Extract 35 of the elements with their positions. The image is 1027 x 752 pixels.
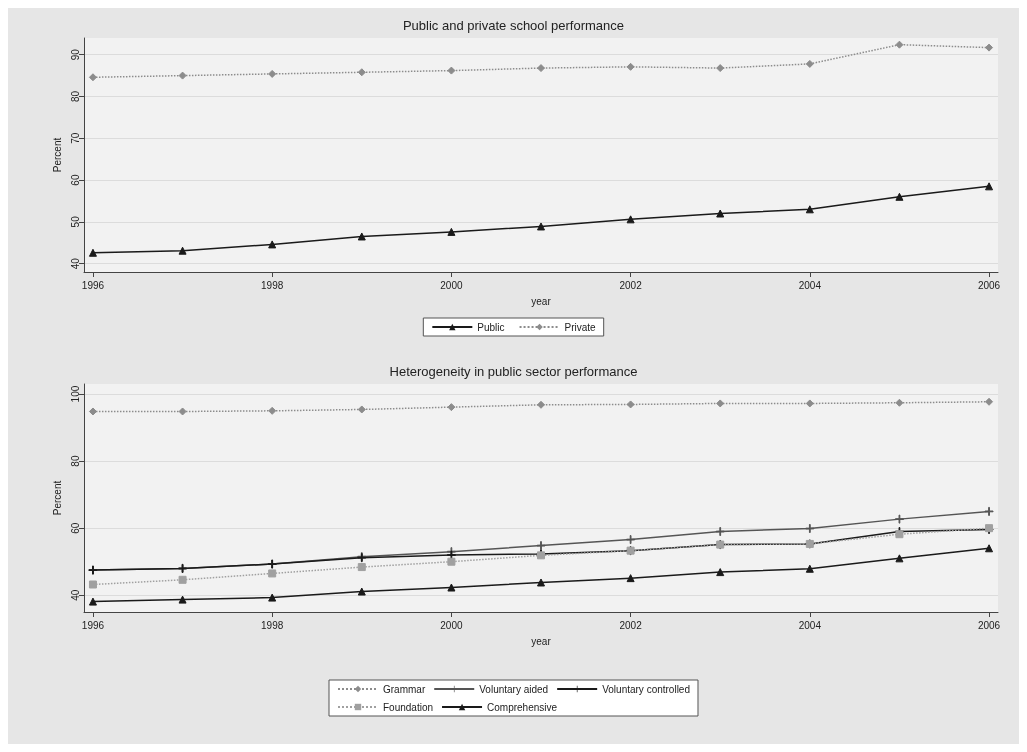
legend-label: Grammar [383,683,426,695]
x-tick-label: 2004 [798,279,822,291]
x-tick-label: 2006 [977,279,1001,291]
y-tick-label: 80 [69,90,81,103]
legend-label: Voluntary controlled [602,683,691,695]
legend-label: Foundation [383,701,434,713]
y-axis-title: Percent [51,137,63,173]
x-tick-label: 2002 [619,279,643,291]
legend-label: Voluntary aided [479,683,549,695]
y-tick-label: 100 [69,385,81,403]
legend-label: Public [477,321,505,333]
x-tick-label: 1996 [81,619,105,631]
y-tick-label: 50 [69,215,81,228]
x-tick-label: 2000 [440,279,463,291]
y-axis-title: Percent [51,480,63,516]
y-tick-label: 40 [69,257,81,270]
x-tick-label: 1996 [81,279,105,291]
x-tick-label: 1998 [261,279,284,291]
chart-title: Heterogeneity in public sector performance [389,364,638,379]
y-tick-label: 40 [69,589,81,601]
chart-title: Public and private school performance [402,18,625,33]
y-tick-label: 70 [69,132,81,144]
y-tick-label: 80 [69,455,81,467]
x-tick-label: 2002 [619,619,643,631]
x-tick-label: 2006 [977,619,1001,631]
y-tick-label: 60 [69,174,81,186]
y-tick-label: 90 [69,48,81,61]
x-tick-label: 2000 [440,619,463,631]
x-axis-title: year [531,635,552,647]
x-tick-label: 2004 [798,619,822,631]
legend-label: Comprehensive [487,701,558,713]
x-axis-title: year [531,295,552,307]
x-tick-label: 1998 [261,619,284,631]
y-tick-label: 60 [69,522,81,534]
legend-label: Private [564,321,597,333]
